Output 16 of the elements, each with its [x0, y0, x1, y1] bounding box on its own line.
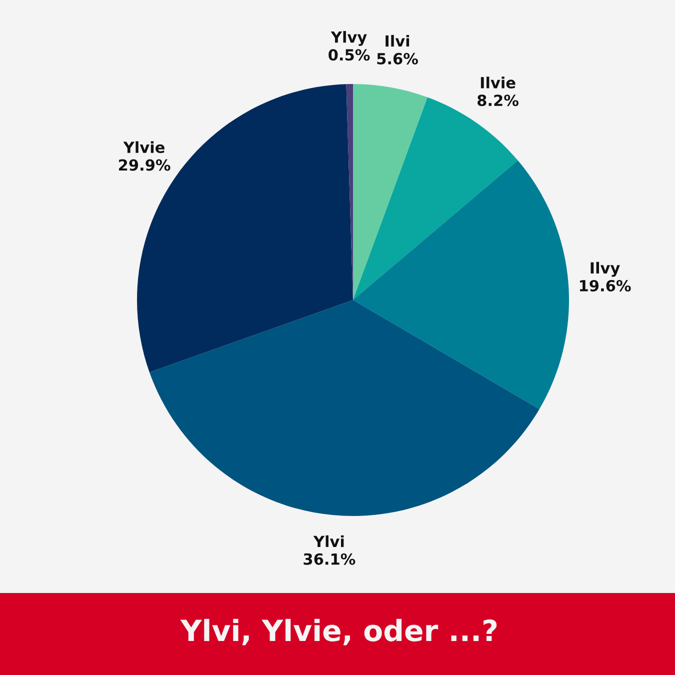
slice-label: Ilvie	[480, 76, 516, 88]
pie-slice	[353, 84, 428, 300]
slice-label: Ylvie	[123, 141, 164, 154]
slice-label: Ilvy	[590, 262, 620, 277]
data-label: 19.6%	[580, 280, 631, 292]
pie-slice	[353, 160, 569, 410]
data-label: 8.2%	[478, 94, 518, 106]
pie-slice	[149, 300, 540, 516]
data-label: 0.5%	[328, 49, 370, 61]
slice-label: Ylvy	[330, 31, 367, 46]
text: Ylvi, Ylvie, oder ...?	[180, 618, 497, 646]
data-label: 29.9%	[118, 159, 170, 171]
slice-label: Ilvi	[386, 34, 410, 47]
data-label: 5.6%	[377, 52, 418, 64]
data-label: 36.1%	[304, 553, 356, 565]
slice-label: Ylvi	[313, 535, 344, 547]
